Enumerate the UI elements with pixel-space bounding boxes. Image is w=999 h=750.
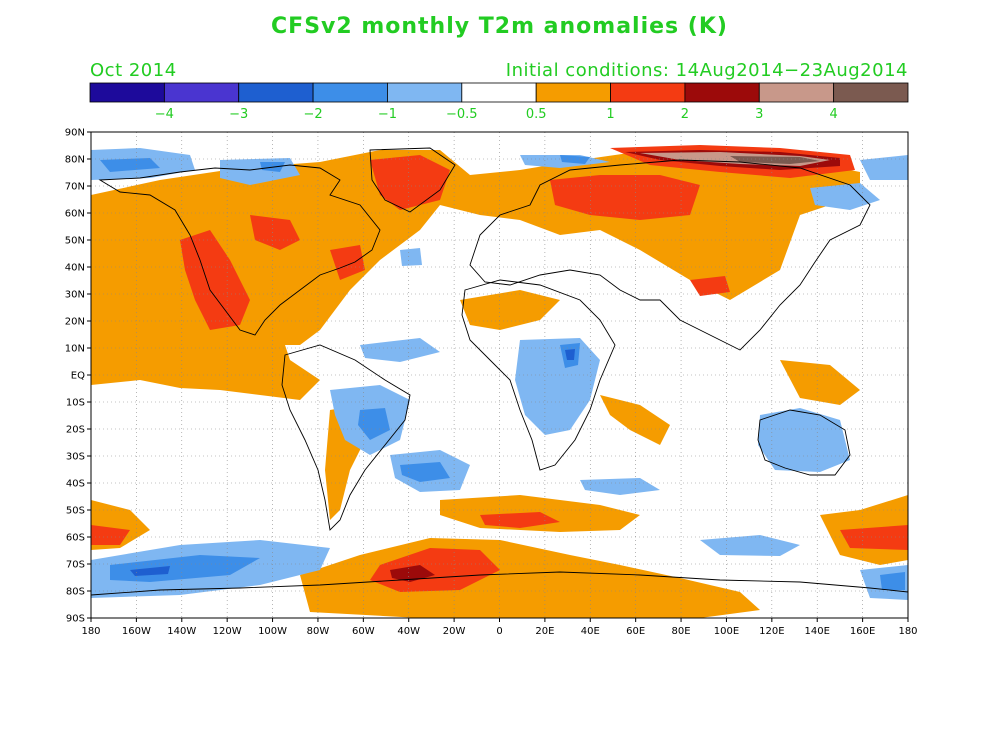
lat-tick-label: 90N	[65, 128, 85, 139]
colorbar-swatch	[833, 82, 909, 103]
anomaly-shading-darkblue	[130, 349, 575, 576]
lon-tick-label: 160E	[850, 626, 875, 637]
anomaly-shading-brown	[730, 156, 820, 164]
colorbar	[89, 82, 909, 103]
lon-tick-label: 80E	[672, 626, 691, 637]
anomaly-shading-blue	[100, 155, 905, 590]
lon-tick-label: 180	[81, 626, 100, 637]
initial-conditions: Initial conditions: 14Aug2014−23Aug2014	[505, 60, 908, 81]
lon-tick-label: 60E	[626, 626, 645, 637]
lat-tick-label: 20S	[66, 425, 85, 436]
lat-tick-label: 70S	[66, 560, 85, 571]
map-title: CFSv2 monthly T2m anomalies (K)	[271, 14, 728, 39]
colorbar-label: −2	[304, 107, 323, 122]
colorbar-labels: −4 −3 −2 −1 −0.5 0.5 1 2 3 4	[155, 107, 838, 122]
lon-tick-label: 0	[496, 626, 502, 637]
lon-tick-label: 180	[898, 626, 917, 637]
colorbar-label: −1	[378, 107, 397, 122]
colorbar-swatch	[535, 82, 611, 103]
lon-tick-label: 140E	[805, 626, 830, 637]
lat-tick-label: 80S	[66, 587, 85, 598]
lat-tick-label: 90S	[66, 614, 85, 625]
latitude-axis: 90N 80N 70N 60N 50N 40N 30N 20N 10N EQ 10S 20S 30S 40…	[65, 128, 91, 625]
colorbar-label: −3	[229, 107, 248, 122]
colorbar-swatch	[387, 82, 463, 103]
lon-tick-label: 40E	[581, 626, 600, 637]
colorbar-label: −4	[155, 107, 174, 122]
colorbar-label: −0.5	[446, 107, 478, 122]
longitude-axis: 180 160W 140W 120W 100W 80W 60W 40W 20W 0 20E 40E 60…	[81, 618, 918, 637]
lat-tick-label: 50N	[65, 236, 85, 247]
colorbar-label: 2	[681, 107, 689, 122]
lon-tick-label: 20E	[535, 626, 554, 637]
lon-tick-label: 160W	[122, 626, 151, 637]
lat-tick-label: 50S	[66, 506, 85, 517]
anomaly-shading	[91, 132, 908, 618]
gridlines	[91, 132, 908, 618]
colorbar-swatch	[461, 82, 537, 103]
colorbar-label: 3	[755, 107, 763, 122]
lat-tick-label: 40N	[65, 263, 85, 274]
colorbar-swatch	[312, 82, 388, 103]
lon-tick-label: 140W	[167, 626, 196, 637]
colorbar-swatch	[684, 82, 760, 103]
colorbar-swatch	[758, 82, 835, 103]
lat-tick-label: 20N	[65, 317, 85, 328]
colorbar-swatch	[610, 82, 686, 103]
anomaly-shading-lightblue	[91, 148, 908, 600]
anomaly-shading-red	[91, 145, 908, 592]
lat-tick-label: 70N	[65, 182, 85, 193]
lon-tick-label: 20W	[443, 626, 466, 637]
lat-tick-label: 30N	[65, 290, 85, 301]
lon-tick-label: 80W	[307, 626, 330, 637]
lon-tick-label: 60W	[352, 626, 375, 637]
map-panel	[90, 131, 909, 619]
lon-tick-label: 40W	[397, 626, 420, 637]
colorbar-label: 0.5	[526, 107, 547, 122]
lon-tick-label: 100W	[258, 626, 287, 637]
lon-tick-label: 120W	[213, 626, 242, 637]
lon-tick-label: 120E	[759, 626, 784, 637]
lat-tick-label: EQ	[71, 371, 85, 382]
lon-tick-label: 100E	[714, 626, 739, 637]
colorbar-label: 1	[606, 107, 614, 122]
colorbar-swatch	[238, 82, 314, 103]
colorbar-label: 4	[829, 107, 837, 122]
lat-tick-label: 60S	[66, 533, 85, 544]
lat-tick-label: 60N	[65, 209, 85, 220]
coastlines	[91, 147, 908, 596]
lat-tick-label: 10S	[66, 398, 85, 409]
forecast-month: Oct 2014	[90, 60, 177, 81]
colorbar-swatch	[163, 82, 240, 103]
lat-tick-label: 80N	[65, 155, 85, 166]
lat-tick-label: 40S	[66, 479, 85, 490]
lat-tick-label: 10N	[65, 344, 85, 355]
lat-tick-label: 30S	[66, 452, 85, 463]
colorbar-swatch	[89, 82, 165, 103]
